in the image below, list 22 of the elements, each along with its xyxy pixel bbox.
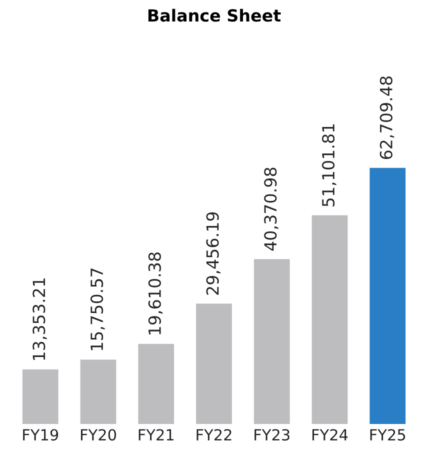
chart-title: Balance Sheet	[148, 8, 281, 22]
data-label: 13,353.21	[32, 278, 47, 360]
x-tick-label: FY23	[254, 429, 290, 441]
bar	[196, 304, 232, 424]
bar	[80, 360, 116, 424]
data-label: 15,750.57	[90, 268, 105, 350]
bar	[370, 168, 406, 424]
bar	[22, 369, 58, 424]
data-label: 40,370.98	[264, 168, 278, 251]
bar	[254, 259, 290, 424]
bar	[312, 215, 348, 424]
x-tick-label: FY20	[80, 429, 116, 441]
x-tick-label: FY19	[23, 429, 58, 441]
x-tick-label: FY22	[196, 429, 232, 440]
data-label: 51,101.81	[322, 124, 336, 206]
x-tick-label: FY24	[312, 429, 348, 440]
data-label: 29,456.19	[206, 212, 221, 295]
x-tick-label: FY25	[370, 429, 406, 441]
data-label: 62,709.48	[380, 76, 394, 160]
bar	[138, 344, 174, 424]
x-tick-label: FY21	[138, 429, 174, 440]
data-label: 19,610.38	[148, 252, 163, 334]
